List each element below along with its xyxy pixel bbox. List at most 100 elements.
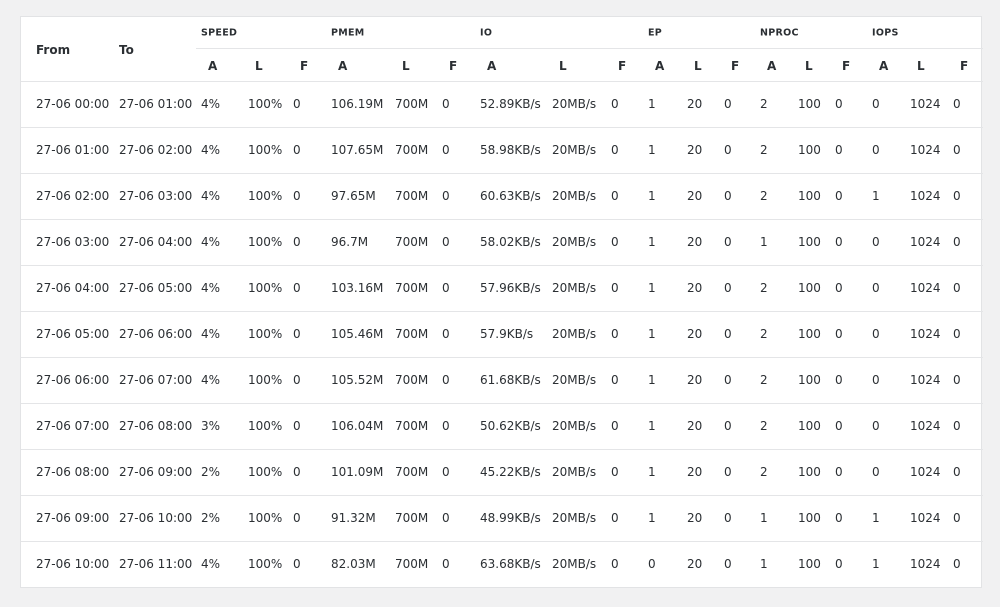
cell: 27-06 03:00 <box>119 189 193 203</box>
cell: 20 <box>687 189 703 203</box>
sub-header: F <box>300 59 309 73</box>
cell: 1 <box>648 419 656 433</box>
cell: 100 <box>798 189 821 203</box>
cell: 2 <box>760 419 768 433</box>
cell: 1 <box>648 327 656 341</box>
cell: 20MB/s <box>552 189 597 203</box>
cell: 0 <box>611 281 619 295</box>
cell: 0 <box>724 189 732 203</box>
cell: 700M <box>395 557 429 571</box>
cell: 27-06 08:00 <box>119 419 193 433</box>
cell: 105.46M <box>331 327 384 341</box>
cell: 4% <box>201 235 221 249</box>
row-divider <box>21 403 983 404</box>
cell: 0 <box>442 97 450 111</box>
cell: 20 <box>687 511 703 525</box>
sub-header: L <box>255 59 263 73</box>
cell: 57.96KB/s <box>480 281 541 295</box>
row-divider <box>21 357 983 358</box>
cell: 100% <box>248 373 283 387</box>
cell: 50.62KB/s <box>480 419 541 433</box>
row-divider <box>21 127 983 128</box>
cell: 52.89KB/s <box>480 97 541 111</box>
cell: 2 <box>760 143 768 157</box>
cell: 2 <box>760 97 768 111</box>
cell: 700M <box>395 373 429 387</box>
cell: 100 <box>798 373 821 387</box>
cell: 0 <box>442 327 450 341</box>
cell: 1 <box>648 511 656 525</box>
cell: 0 <box>442 281 450 295</box>
cell: 0 <box>648 557 656 571</box>
cell: 0 <box>293 189 301 203</box>
cell: 27-06 06:00 <box>119 327 193 341</box>
cell: 27-06 09:00 <box>36 511 110 525</box>
cell: 27-06 09:00 <box>119 465 193 479</box>
sub-header: F <box>618 59 627 73</box>
cell: 0 <box>872 281 880 295</box>
cell: 700M <box>395 97 429 111</box>
cell: 61.68KB/s <box>480 373 541 387</box>
cell: 100% <box>248 419 283 433</box>
row-divider <box>21 265 983 266</box>
cell: 4% <box>201 373 221 387</box>
cell: 20MB/s <box>552 465 597 479</box>
cell: 45.22KB/s <box>480 465 541 479</box>
cell: 0 <box>611 465 619 479</box>
cell: 107.65M <box>331 143 384 157</box>
cell: 100 <box>798 327 821 341</box>
cell: 0 <box>872 235 880 249</box>
cell: 27-06 07:00 <box>119 373 193 387</box>
cell: 27-06 03:00 <box>36 235 110 249</box>
cell: 100 <box>798 281 821 295</box>
cell: 0 <box>835 419 843 433</box>
cell: 0 <box>611 511 619 525</box>
cell: 20MB/s <box>552 97 597 111</box>
cell: 103.16M <box>331 281 384 295</box>
sub-header: A <box>208 59 218 73</box>
cell: 20 <box>687 97 703 111</box>
cell: 0 <box>442 511 450 525</box>
cell: 20 <box>687 143 703 157</box>
cell: 0 <box>953 235 961 249</box>
cell: 27-06 07:00 <box>36 419 110 433</box>
cell: 0 <box>293 373 301 387</box>
cell: 0 <box>835 373 843 387</box>
cell: 20MB/s <box>552 281 597 295</box>
sub-header: L <box>694 59 702 73</box>
column-header: To <box>119 43 134 57</box>
cell: 0 <box>442 557 450 571</box>
cell: 0 <box>835 511 843 525</box>
group-header: IO <box>480 27 493 39</box>
cell: 700M <box>395 511 429 525</box>
cell: 1 <box>648 235 656 249</box>
cell: 100 <box>798 557 821 571</box>
cell: 100% <box>248 97 283 111</box>
cell: 0 <box>611 373 619 387</box>
group-header: EP <box>648 27 663 39</box>
cell: 0 <box>442 235 450 249</box>
cell: 0 <box>442 419 450 433</box>
cell: 0 <box>611 143 619 157</box>
cell: 1 <box>648 189 656 203</box>
cell: 106.04M <box>331 419 384 433</box>
cell: 700M <box>395 419 429 433</box>
cell: 57.9KB/s <box>480 327 534 341</box>
cell: 2 <box>760 281 768 295</box>
cell: 0 <box>872 143 880 157</box>
cell: 0 <box>293 235 301 249</box>
cell: 20MB/s <box>552 419 597 433</box>
cell: 106.19M <box>331 97 384 111</box>
cell: 0 <box>293 327 301 341</box>
cell: 1 <box>648 373 656 387</box>
cell: 60.63KB/s <box>480 189 541 203</box>
row-divider <box>196 48 983 49</box>
cell: 0 <box>724 419 732 433</box>
cell: 100% <box>248 143 283 157</box>
cell: 2% <box>201 511 221 525</box>
cell: 96.7M <box>331 235 369 249</box>
cell: 1 <box>872 511 880 525</box>
cell: 101.09M <box>331 465 384 479</box>
cell: 0 <box>953 373 961 387</box>
cell: 27-06 10:00 <box>119 511 193 525</box>
